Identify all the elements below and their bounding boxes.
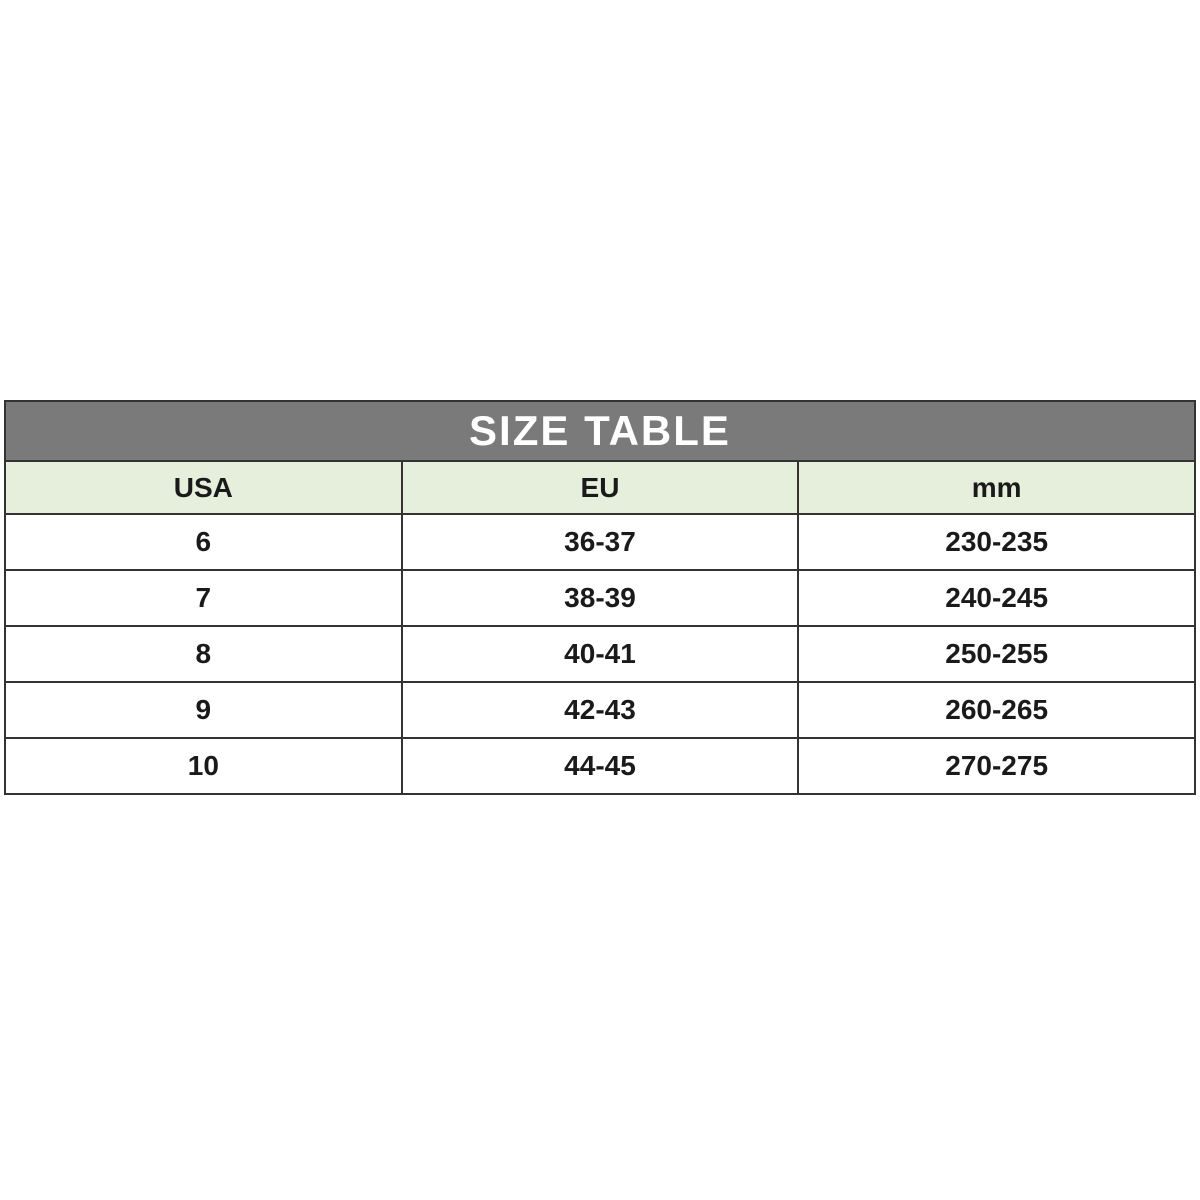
table-cell: 9 [4, 681, 403, 739]
column-header-eu: EU [400, 460, 800, 515]
table-cell: 6 [4, 513, 403, 571]
table-cell: 260-265 [797, 681, 1196, 739]
size-table-title-bar: SIZE TABLE [4, 400, 1196, 460]
table-cell: 10 [4, 737, 403, 795]
table-cell: 36-37 [400, 513, 800, 571]
size-table-grid: USA EU mm 6 36-37 230-235 7 38-39 240-24… [4, 460, 1196, 795]
table-row: 10 44-45 270-275 [4, 737, 1196, 795]
column-header-usa: USA [4, 460, 403, 515]
column-header-mm: mm [797, 460, 1196, 515]
table-cell: 8 [4, 625, 403, 683]
size-table-title: SIZE TABLE [469, 407, 731, 454]
table-header-row: USA EU mm [4, 460, 1196, 515]
table-cell: 40-41 [400, 625, 800, 683]
size-table: SIZE TABLE USA EU mm 6 36-37 230-235 7 3… [4, 400, 1196, 795]
table-cell: 230-235 [797, 513, 1196, 571]
table-row: 7 38-39 240-245 [4, 569, 1196, 627]
table-row: 8 40-41 250-255 [4, 625, 1196, 683]
table-cell: 42-43 [400, 681, 800, 739]
table-cell: 44-45 [400, 737, 800, 795]
table-cell: 240-245 [797, 569, 1196, 627]
table-row: 6 36-37 230-235 [4, 513, 1196, 571]
table-cell: 7 [4, 569, 403, 627]
table-row: 9 42-43 260-265 [4, 681, 1196, 739]
table-cell: 38-39 [400, 569, 800, 627]
table-cell: 270-275 [797, 737, 1196, 795]
table-cell: 250-255 [797, 625, 1196, 683]
